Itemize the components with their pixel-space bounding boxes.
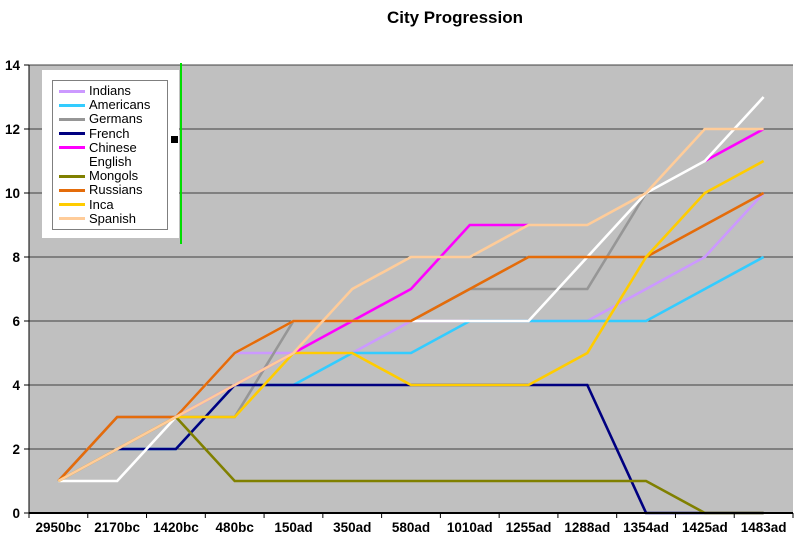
legend-swatch-chinese	[59, 146, 85, 150]
x-axis-label: 1425ad	[682, 520, 728, 535]
legend-label: Indians	[89, 83, 131, 99]
legend-item-russians[interactable]: Russians	[59, 183, 167, 197]
legend-box: Indians Americans Germans French Chinese Engl…	[52, 80, 168, 230]
legend-item-germans[interactable]: Germans	[59, 112, 167, 126]
x-axis-label: 2170bc	[94, 520, 140, 535]
y-axis-label: 14	[5, 58, 21, 73]
x-axis-label: 1483ad	[741, 520, 787, 535]
y-axis-label: 0	[12, 506, 20, 521]
legend-item-indians[interactable]: Indians	[59, 84, 167, 98]
legend-item-mongols[interactable]: Mongols	[59, 169, 167, 183]
legend[interactable]: Indians Americans Germans French Chinese Engl…	[42, 70, 179, 238]
legend-swatch-spanish	[59, 217, 85, 221]
x-axis-label: 1288ad	[564, 520, 610, 535]
legend-item-spanish[interactable]: Spanish	[59, 210, 167, 226]
legend-label: Mongols	[89, 168, 139, 184]
legend-swatch-english	[59, 160, 85, 164]
legend-label: Americans	[89, 97, 151, 113]
selection-outline	[180, 63, 182, 244]
legend-swatch-indians	[59, 89, 85, 93]
x-axis-label: 350ad	[333, 520, 371, 535]
legend-swatch-russians	[59, 188, 85, 192]
x-axis-label: 1420bc	[153, 520, 199, 535]
selection-handle[interactable]	[171, 136, 178, 143]
legend-label: Spanish	[89, 210, 136, 226]
series-line-chinese[interactable]	[704, 127, 765, 163]
x-axis-label: 1255ad	[506, 520, 552, 535]
y-axis-label: 8	[12, 250, 20, 265]
y-axis-label: 2	[12, 442, 20, 457]
x-axis-label: 580ad	[392, 520, 430, 535]
legend-item-french[interactable]: French	[59, 125, 167, 141]
legend-label: French	[89, 125, 130, 141]
legend-item-chinese[interactable]: Chinese	[59, 139, 167, 155]
legend-label: Russians	[89, 182, 143, 198]
x-axis-label: 1354ad	[623, 520, 669, 535]
x-axis-label: 1010ad	[447, 520, 493, 535]
legend-swatch-mongols	[59, 174, 85, 178]
y-axis-label: 10	[5, 186, 20, 201]
legend-item-americans[interactable]: Americans	[59, 98, 167, 112]
legend-label: Germans	[89, 111, 143, 127]
legend-item-inca[interactable]: Inca	[59, 196, 167, 212]
x-axis-label: 480bc	[216, 520, 255, 535]
legend-item-english[interactable]: English	[59, 155, 167, 169]
y-axis-label: 12	[5, 122, 20, 137]
legend-swatch-french	[59, 132, 85, 136]
legend-swatch-inca	[59, 203, 85, 207]
chart-title: City Progression	[386, 8, 524, 27]
legend-label: English	[89, 154, 132, 170]
x-axis-label: 2950bc	[35, 520, 81, 535]
legend-swatch-germans	[59, 117, 85, 121]
y-axis-label: 4	[12, 378, 20, 393]
x-axis-label: 150ad	[274, 520, 312, 535]
y-axis-label: 6	[12, 314, 20, 329]
legend-swatch-americans	[59, 103, 85, 107]
legend-label: Chinese	[89, 139, 137, 155]
legend-label: Inca	[89, 196, 114, 212]
series-line-spanish[interactable]	[57, 127, 764, 483]
